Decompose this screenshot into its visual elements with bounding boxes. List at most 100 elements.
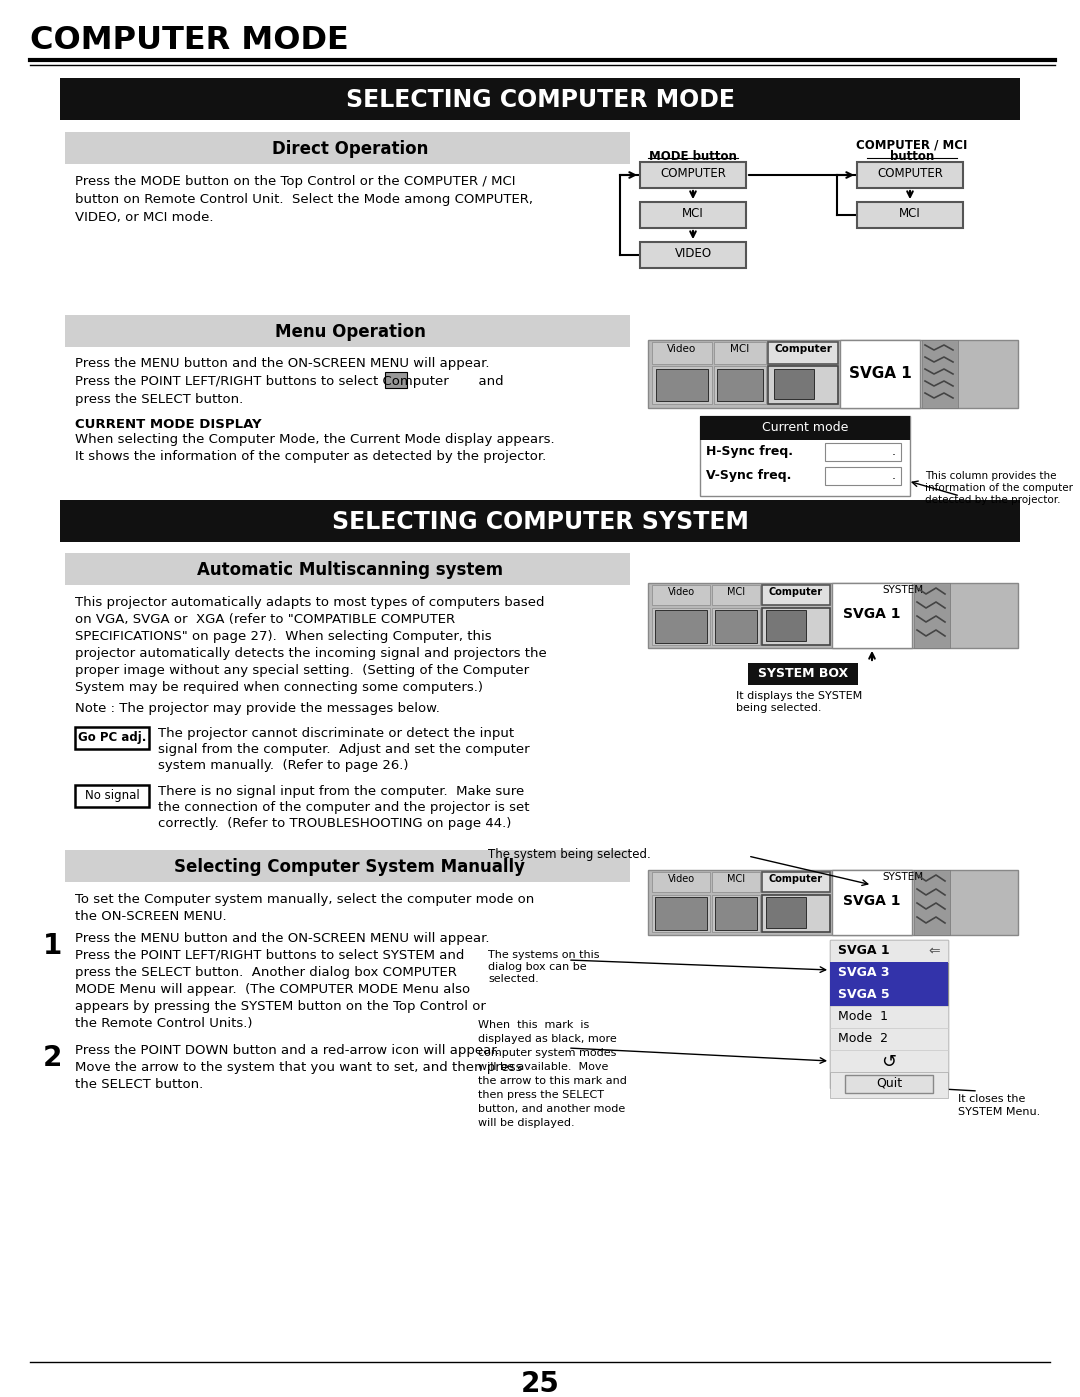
Bar: [831, 940, 948, 1088]
Bar: [652, 342, 712, 365]
Text: displayed as black, more: displayed as black, more: [478, 1034, 617, 1044]
Text: Go PC adj.: Go PC adj.: [78, 731, 146, 745]
Text: MCI: MCI: [727, 875, 745, 884]
Text: MODE Menu will appear.  (The COMPUTER MODE Menu also: MODE Menu will appear. (The COMPUTER MOD…: [75, 983, 470, 996]
Text: MCI: MCI: [900, 207, 921, 219]
Text: SYSTEM Menu.: SYSTEM Menu.: [958, 1106, 1040, 1118]
Text: on VGA, SVGA or  XGA (refer to "COMPATIBLE COMPUTER: on VGA, SVGA or XGA (refer to "COMPATIBL…: [75, 613, 455, 626]
Text: System may be required when connecting some computers.): System may be required when connecting s…: [75, 680, 483, 694]
Text: Computer: Computer: [769, 875, 823, 884]
Bar: [652, 895, 710, 932]
Bar: [652, 608, 710, 645]
Text: ↺: ↺: [881, 1053, 896, 1071]
Text: Press the MENU button and the ON-SCREEN MENU will appear.: Press the MENU button and the ON-SCREEN …: [75, 358, 489, 370]
Text: SYSTEM BOX: SYSTEM BOX: [758, 666, 848, 680]
Text: SELECTING COMPUTER MODE: SELECTING COMPUTER MODE: [346, 88, 734, 112]
Bar: [656, 369, 708, 401]
Text: ⇐: ⇐: [929, 944, 940, 958]
Text: The system being selected.: The system being selected.: [488, 848, 651, 861]
Text: It closes the: It closes the: [958, 1094, 1025, 1104]
Text: .: .: [892, 446, 896, 458]
Bar: [714, 366, 766, 404]
Bar: [768, 366, 838, 404]
Bar: [648, 339, 1018, 408]
Bar: [60, 500, 1020, 542]
Text: SVGA 1: SVGA 1: [838, 944, 890, 957]
Bar: [648, 870, 1018, 935]
Text: Note : The projector may provide the messages below.: Note : The projector may provide the mes…: [75, 703, 440, 715]
Bar: [748, 664, 858, 685]
Text: computer system modes: computer system modes: [478, 1048, 617, 1058]
Bar: [762, 872, 831, 893]
Bar: [712, 895, 760, 932]
Text: Press the POINT LEFT/RIGHT buttons to select SYSTEM and: Press the POINT LEFT/RIGHT buttons to se…: [75, 949, 464, 963]
Text: Press the POINT DOWN button and a red-arrow icon will appear.: Press the POINT DOWN button and a red-ar…: [75, 1044, 500, 1058]
Text: SYSTEM: SYSTEM: [882, 872, 923, 882]
Text: 25: 25: [521, 1370, 559, 1397]
Text: Computer: Computer: [769, 587, 823, 597]
Bar: [825, 467, 901, 485]
Text: proper image without any special setting.  (Setting of the Computer: proper image without any special setting…: [75, 664, 529, 678]
Text: Press the MODE button on the Top Control or the COMPUTER / MCI: Press the MODE button on the Top Control…: [75, 175, 515, 189]
Text: No signal: No signal: [84, 789, 139, 802]
Text: COMPUTER MODE: COMPUTER MODE: [30, 25, 349, 56]
Bar: [712, 608, 760, 645]
Text: COMPUTER: COMPUTER: [660, 168, 726, 180]
Text: projector automatically detects the incoming signal and projectors the: projector automatically detects the inco…: [75, 647, 546, 659]
Text: .: .: [892, 469, 896, 482]
Bar: [832, 583, 912, 648]
Text: SVGA 1: SVGA 1: [843, 608, 901, 622]
Bar: [652, 872, 710, 893]
Text: Move the arrow to the system that you want to set, and then press: Move the arrow to the system that you wa…: [75, 1060, 523, 1074]
Text: Press the POINT LEFT/RIGHT buttons to select Computer       and: Press the POINT LEFT/RIGHT buttons to se…: [75, 374, 503, 388]
Text: SVGA 1: SVGA 1: [843, 894, 901, 908]
Bar: [714, 342, 766, 365]
Text: It shows the information of the computer as detected by the projector.: It shows the information of the computer…: [75, 450, 546, 462]
Text: then press the SELECT: then press the SELECT: [478, 1090, 604, 1099]
Text: button, and another mode: button, and another mode: [478, 1104, 625, 1113]
Text: selected.: selected.: [488, 974, 539, 983]
Bar: [652, 585, 710, 605]
Text: Selecting Computer System Manually: Selecting Computer System Manually: [175, 858, 526, 876]
Text: When selecting the Computer Mode, the Current Mode display appears.: When selecting the Computer Mode, the Cu…: [75, 433, 555, 446]
Text: The projector cannot discriminate or detect the input: The projector cannot discriminate or det…: [158, 726, 514, 740]
Text: Computer: Computer: [774, 344, 832, 353]
Bar: [65, 314, 630, 346]
Text: the connection of the computer and the projector is set: the connection of the computer and the p…: [158, 800, 529, 814]
Bar: [831, 1006, 948, 1028]
Text: SVGA 1: SVGA 1: [849, 366, 912, 381]
Bar: [717, 369, 762, 401]
Text: SELECTING COMPUTER SYSTEM: SELECTING COMPUTER SYSTEM: [332, 510, 748, 534]
Text: the Remote Control Units.): the Remote Control Units.): [75, 1017, 253, 1030]
Bar: [831, 1051, 948, 1071]
Bar: [766, 610, 806, 641]
Bar: [654, 610, 707, 643]
Bar: [762, 895, 831, 932]
Bar: [712, 872, 760, 893]
Text: press the SELECT button.  Another dialog box COMPUTER: press the SELECT button. Another dialog …: [75, 965, 457, 979]
Bar: [831, 983, 948, 1006]
Bar: [75, 785, 149, 807]
Text: correctly.  (Refer to TROUBLESHOOTING on page 44.): correctly. (Refer to TROUBLESHOOTING on …: [158, 817, 511, 830]
Text: the SELECT button.: the SELECT button.: [75, 1078, 203, 1091]
Bar: [766, 897, 806, 928]
Bar: [640, 242, 746, 268]
Bar: [831, 940, 948, 963]
Text: Current mode: Current mode: [761, 420, 848, 434]
Text: MCI: MCI: [727, 587, 745, 597]
Text: VIDEO: VIDEO: [674, 247, 712, 260]
Bar: [652, 366, 712, 404]
Text: 1: 1: [42, 932, 62, 960]
Bar: [65, 849, 630, 882]
Text: COMPUTER / MCI: COMPUTER / MCI: [856, 138, 968, 151]
Text: Automatic Multiscanning system: Automatic Multiscanning system: [197, 562, 503, 578]
Text: When  this  mark  is: When this mark is: [478, 1020, 590, 1030]
Text: information of the computer: information of the computer: [924, 483, 1074, 493]
Bar: [858, 203, 963, 228]
Bar: [60, 78, 1020, 120]
Bar: [715, 610, 757, 643]
Bar: [65, 553, 630, 585]
Bar: [75, 726, 149, 749]
Bar: [712, 585, 760, 605]
Text: This projector automatically adapts to most types of computers based: This projector automatically adapts to m…: [75, 597, 544, 609]
